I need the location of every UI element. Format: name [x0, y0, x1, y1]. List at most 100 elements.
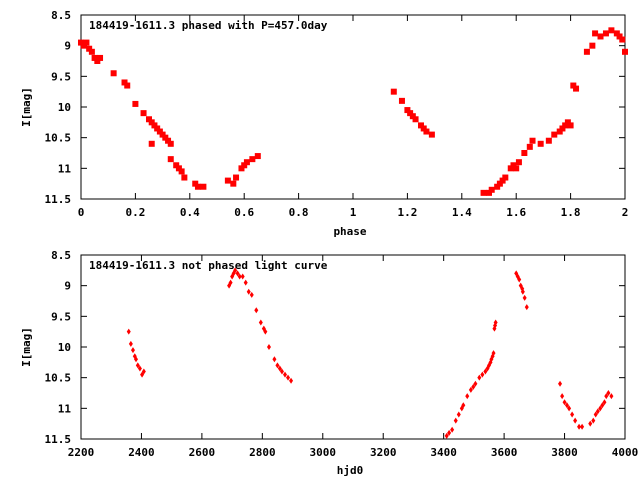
phased-data-point: [121, 79, 128, 86]
unphased-data-point: [134, 356, 139, 363]
unphased-data-point: [277, 365, 282, 372]
unphased-data-point: [263, 328, 268, 335]
unphased-data-point: [275, 362, 280, 369]
unphased-data-point: [128, 340, 133, 347]
unphased-data-point: [233, 267, 238, 274]
phased-data-point: [480, 189, 487, 196]
unphased-data-point: [480, 371, 485, 378]
phased-data-point: [241, 162, 248, 169]
phased-plot-ylabel: I[mag]: [20, 87, 33, 127]
phased-data-point: [602, 30, 609, 37]
phased-data-point: [589, 42, 596, 49]
unphased-plot-frame: [80, 254, 626, 440]
unphased-data-point: [558, 380, 563, 387]
phased-data-point: [254, 153, 261, 160]
unphased-data-point: [246, 288, 251, 295]
phased-data-point: [165, 137, 172, 144]
phased-data-point: [132, 100, 139, 107]
unphased-data-point: [493, 319, 498, 326]
unphased-data-point: [580, 423, 585, 430]
phased-data-point: [80, 42, 87, 49]
unphased-data-point: [237, 273, 242, 280]
unphased-data-point: [283, 371, 287, 378]
phased-data-point: [583, 48, 590, 55]
unphased-data-point: [598, 405, 603, 412]
unphased-x-tick-label: 3000: [310, 446, 337, 459]
unphased-y-tick-label: 9: [64, 280, 71, 293]
phased-x-tick-label: 0.8: [289, 206, 309, 219]
unphased-data-point: [447, 429, 452, 436]
phased-x-tick-label: 1: [350, 206, 357, 219]
unphased-data-point: [249, 291, 254, 298]
phased-y-tick-label: 9.5: [51, 70, 71, 83]
phased-x-tick-label: 1.2: [397, 206, 417, 219]
unphased-data-point: [520, 288, 525, 295]
phased-data-point: [513, 165, 520, 172]
unphased-data-point: [286, 374, 291, 381]
unphased-data-point: [602, 399, 607, 406]
unphased-data-point: [450, 426, 455, 433]
unphased-data-point: [130, 347, 135, 354]
phased-y-tick-label: 10.5: [45, 132, 72, 145]
unphased-data-point: [126, 328, 131, 335]
unphased-data-point: [522, 294, 527, 301]
phased-data-point: [573, 85, 580, 92]
phased-data-point: [200, 183, 207, 190]
unphased-x-tick-label: 2200: [68, 446, 95, 459]
unphased-data-point: [228, 279, 233, 286]
phased-data-point: [420, 125, 427, 132]
phased-y-tick-label: 8.5: [51, 9, 71, 22]
unphased-data-point: [560, 393, 565, 400]
phased-plot-xlabel: phase: [333, 225, 366, 238]
phased-data-point: [537, 140, 544, 147]
unphased-data-point: [272, 356, 277, 363]
phased-data-point: [159, 131, 166, 138]
unphased-data-point: [137, 365, 142, 372]
unphased-data-point: [471, 383, 476, 390]
phased-plot-ticks: 0 0.2 0.4 0.6 0.8 1 1.2 1.4 1.6 1.8 2 8.5 9 9.5 10 10.5…: [45, 9, 629, 219]
phased-data-point: [243, 159, 250, 166]
phased-data-point: [428, 131, 435, 138]
unphased-data-point: [453, 417, 458, 424]
phased-data-point: [154, 125, 161, 132]
phased-data-point: [124, 82, 131, 89]
unphased-data-point: [468, 386, 473, 393]
unphased-plot-title: 184419-1611.3 not phased light curve: [89, 259, 328, 272]
unphased-data-point: [573, 417, 578, 424]
phased-x-tick-label: 1.8: [561, 206, 581, 219]
unphased-data-point: [524, 304, 529, 311]
phased-data-point: [502, 174, 509, 181]
phased-data-point: [507, 165, 514, 172]
unphased-data-point: [491, 350, 496, 357]
phased-data-point: [529, 137, 536, 144]
phased-data-point: [592, 30, 599, 37]
phased-data-point: [398, 97, 405, 104]
phased-data-point: [88, 48, 95, 55]
unphased-data-point: [444, 432, 449, 439]
unphased-y-tick-label: 11.5: [45, 433, 72, 446]
phased-data-point: [551, 131, 558, 138]
phased-data-point: [110, 70, 117, 77]
phased-data-point: [181, 174, 188, 181]
phased-data-point: [230, 180, 237, 187]
phased-x-tick-label: 2: [622, 206, 629, 219]
phased-data-point: [162, 134, 169, 141]
phased-data-point: [521, 150, 528, 156]
phased-data-point: [567, 122, 574, 129]
phased-data-point: [224, 177, 231, 184]
phased-data-point: [622, 48, 628, 55]
phased-x-tick-label: 1.4: [452, 206, 472, 219]
phased-data-point: [412, 116, 419, 123]
phased-data-point: [156, 128, 163, 135]
phased-data-point: [148, 140, 155, 147]
phased-x-tick-label: 0.2: [125, 206, 145, 219]
unphased-y-tick-label: 10: [58, 341, 71, 354]
phased-y-tick-label: 11.5: [45, 193, 72, 206]
unphased-data-point: [591, 417, 596, 424]
phased-data-point: [94, 58, 101, 64]
phased-data-point: [167, 156, 174, 163]
phased-data-point: [564, 119, 571, 126]
unphased-x-tick-label: 2800: [249, 446, 276, 459]
unphased-data-point: [456, 411, 461, 418]
